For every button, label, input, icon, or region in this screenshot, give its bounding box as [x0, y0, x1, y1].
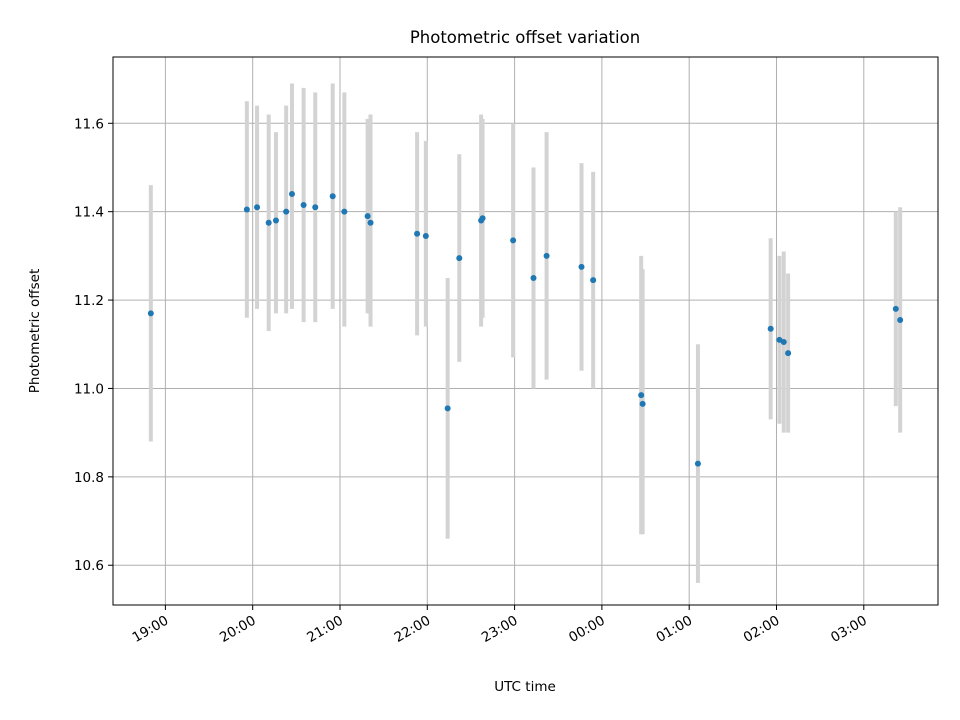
- data-point: [341, 208, 348, 215]
- y-tick-label: 11.4: [74, 205, 104, 221]
- data-points: [147, 191, 904, 467]
- y-tick-label: 11.6: [74, 116, 104, 132]
- data-point: [510, 237, 517, 244]
- data-point: [265, 219, 272, 226]
- data-point: [780, 339, 787, 346]
- data-point: [694, 460, 701, 467]
- y-axis-label: Photometric offset: [27, 269, 43, 393]
- data-point: [892, 305, 899, 312]
- data-point: [638, 392, 645, 399]
- data-point: [272, 217, 279, 224]
- y-axis-ticks: 10.6 10.8 11.0 11.2 11.4 11.6: [74, 116, 113, 574]
- data-point: [300, 202, 307, 209]
- chart-title: Photometric offset variation: [410, 28, 640, 47]
- data-point: [364, 213, 371, 220]
- data-point: [243, 206, 250, 213]
- data-point: [329, 193, 336, 200]
- data-point: [312, 204, 319, 211]
- data-point: [578, 263, 585, 270]
- data-point: [590, 277, 597, 284]
- y-tick-label: 11.2: [74, 293, 104, 309]
- x-axis-label: UTC time: [494, 679, 556, 695]
- plot-frame: [112, 56, 939, 606]
- data-point: [479, 215, 486, 222]
- data-point: [414, 230, 421, 237]
- data-point: [530, 274, 537, 281]
- data-point: [288, 191, 295, 197]
- data-point: [767, 325, 774, 332]
- data-point: [147, 310, 154, 317]
- data-point: [785, 350, 792, 357]
- y-tick-label: 11.0: [74, 381, 104, 397]
- data-point: [367, 219, 374, 226]
- data-point: [444, 405, 451, 412]
- data-point: [254, 204, 261, 211]
- data-point: [456, 255, 463, 262]
- y-tick-label: 10.8: [74, 470, 104, 486]
- data-point: [639, 400, 646, 407]
- data-point: [283, 208, 290, 215]
- data-point: [897, 316, 904, 323]
- data-point: [422, 232, 429, 239]
- y-tick-label: 10.6: [74, 558, 104, 574]
- data-point: [543, 252, 550, 259]
